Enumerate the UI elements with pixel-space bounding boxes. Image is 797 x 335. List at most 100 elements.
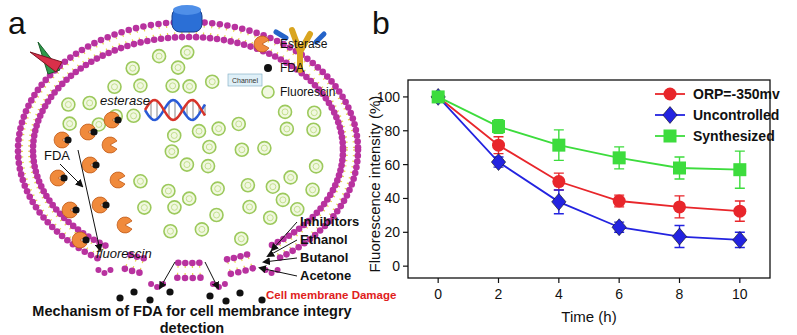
lipid-head xyxy=(15,142,22,149)
data-point xyxy=(612,219,626,236)
fluorescein xyxy=(258,142,271,155)
fda-molecule xyxy=(82,236,89,243)
lipid-head xyxy=(244,251,251,258)
arrow xyxy=(264,258,297,262)
fluorescein-core xyxy=(205,163,211,169)
fluorescein-core xyxy=(280,197,286,203)
y-tick-label: 20 xyxy=(384,224,400,240)
lipid-head xyxy=(242,267,249,274)
fluorescein-core xyxy=(282,109,288,115)
fluorescein xyxy=(63,117,76,130)
lipid-head xyxy=(200,34,207,41)
data-point xyxy=(432,90,445,103)
lipid-head xyxy=(165,35,172,42)
lipid-head xyxy=(151,36,158,43)
fluorescein xyxy=(183,80,196,93)
lipid-fragment xyxy=(101,270,107,276)
key-label: Fluorescin xyxy=(280,85,335,99)
lipid-head xyxy=(228,271,235,278)
lipid-head xyxy=(224,22,231,29)
dna-strand xyxy=(145,100,205,120)
fluorescein-core xyxy=(67,121,73,127)
lipid-head xyxy=(118,45,125,52)
fluorescein-core xyxy=(165,188,171,194)
fluorescein-core xyxy=(245,182,251,188)
fluorescein xyxy=(310,160,323,173)
lipid-head xyxy=(67,54,74,61)
lipid-head xyxy=(353,164,360,171)
x-tick-label: 10 xyxy=(732,286,748,302)
esterase-label: esterase xyxy=(100,93,150,108)
fluorescein-core xyxy=(288,174,294,180)
lipid-head xyxy=(136,269,143,276)
lipid-head xyxy=(175,259,182,266)
lipid-head xyxy=(118,29,125,36)
y-tick xyxy=(403,164,408,165)
data-point xyxy=(432,90,445,103)
fluorescein xyxy=(183,192,196,205)
fluorescein xyxy=(235,232,248,245)
lipid-head xyxy=(241,41,248,48)
lipid-head xyxy=(16,131,23,138)
fluorescein-core xyxy=(171,204,177,210)
fluorescein xyxy=(83,96,96,109)
panel-label: b xyxy=(372,5,390,41)
channel-label: Channel xyxy=(232,77,259,84)
data-point xyxy=(673,162,686,175)
lipid-head xyxy=(235,269,242,276)
fluorescein xyxy=(211,182,224,195)
released-fda xyxy=(116,294,123,301)
lipid-head xyxy=(182,260,189,267)
fda-molecule xyxy=(72,206,79,213)
lipid-fragment xyxy=(148,281,154,287)
lipid-head xyxy=(227,38,234,45)
fluorescein xyxy=(168,201,181,214)
arrow xyxy=(205,262,218,288)
fluorescein xyxy=(241,179,254,192)
lipid-head xyxy=(79,47,86,54)
fluorescin-label: fluorescin xyxy=(96,246,152,261)
fluorescein xyxy=(181,46,194,59)
lipid-fragment xyxy=(222,281,228,287)
lipid-head xyxy=(354,132,361,139)
lipid-head xyxy=(137,39,144,46)
data-point xyxy=(552,139,565,152)
fluorescein-core xyxy=(313,163,319,169)
legend-marker xyxy=(664,88,677,101)
y-tick xyxy=(403,232,408,233)
diagram: ChannelEsteraseFDAFluorescinFDAesterasef… xyxy=(8,5,396,335)
legend-marker xyxy=(664,130,677,143)
dna-rung xyxy=(193,100,194,120)
lipid-head xyxy=(111,31,118,38)
fluorescein-core xyxy=(137,178,143,184)
fluorescein-core xyxy=(171,132,177,138)
arrow xyxy=(60,164,82,186)
y-tick xyxy=(403,266,408,267)
lipid-head xyxy=(272,53,279,60)
legend: ORP=-350mvUncontrolledSynthesized xyxy=(655,86,780,144)
lipid-head xyxy=(231,255,238,262)
esterase xyxy=(117,217,132,233)
agent-label: Acetone xyxy=(300,268,351,283)
fluorescein-core xyxy=(294,206,300,212)
fluorescein xyxy=(153,50,166,63)
fda-label: FDA xyxy=(44,148,70,163)
lipid-head xyxy=(88,252,95,259)
fluorescein-core xyxy=(65,102,71,108)
fluorescein xyxy=(172,61,185,74)
lipid-head xyxy=(73,50,80,57)
lipid-head xyxy=(104,34,111,41)
lipid-head xyxy=(209,20,216,27)
legend-label: ORP=-350mv xyxy=(693,86,780,102)
fluorescein-core xyxy=(213,212,219,218)
lipid-head xyxy=(304,56,311,63)
fluorescein-core xyxy=(87,100,93,106)
fluorescein-core xyxy=(137,83,143,89)
data-point xyxy=(733,163,746,176)
released-fda xyxy=(130,288,137,295)
data-point xyxy=(672,228,686,245)
fluorescein xyxy=(180,158,193,171)
fluorescein-core xyxy=(131,113,137,119)
lipid-head xyxy=(85,43,92,50)
lipid-head xyxy=(158,35,165,42)
